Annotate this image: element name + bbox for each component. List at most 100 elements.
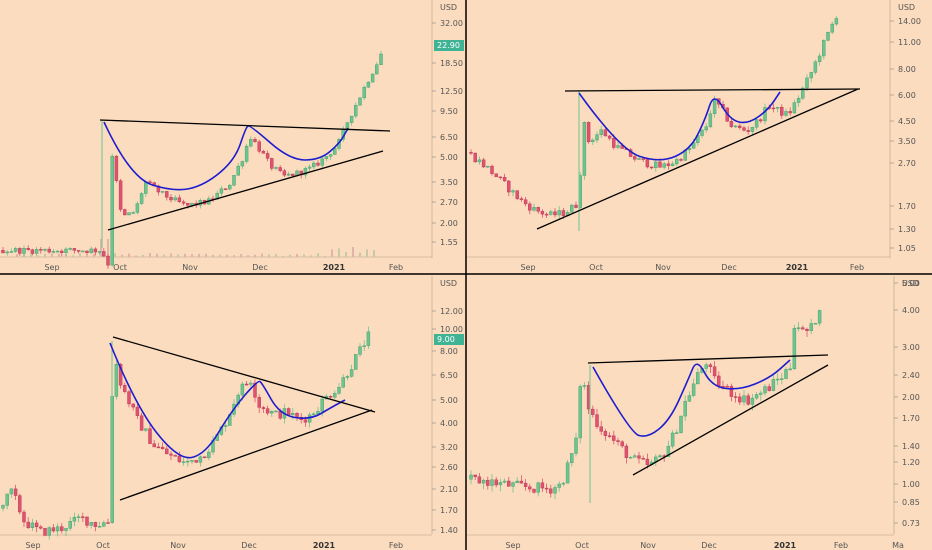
candle-up bbox=[76, 516, 81, 518]
candle-up bbox=[754, 394, 759, 399]
candle-down bbox=[780, 106, 784, 116]
chart-pane-bottom-left[interactable]: USD 12.00 10.00 8.00 6.50 5.00 4.00 3.20 2.60 2.1… bbox=[0, 276, 464, 550]
candle-up bbox=[784, 111, 788, 116]
volume-bar bbox=[359, 252, 361, 257]
chart-pane-top-left[interactable]: USD 32.00 18.50 12.50 9.50 6.50 5.00 3.50 2.70 2.… bbox=[0, 0, 464, 272]
candle-up bbox=[72, 516, 77, 522]
candle-down bbox=[553, 211, 557, 216]
candle-up bbox=[796, 98, 801, 103]
candle-down bbox=[473, 474, 477, 477]
candle-down bbox=[106, 522, 110, 524]
price-tick-label: 18.50 bbox=[440, 59, 463, 68]
candle-down bbox=[165, 448, 169, 455]
candle-down bbox=[30, 249, 35, 254]
candle-up bbox=[700, 129, 704, 136]
candle-up bbox=[270, 411, 274, 414]
candle-up bbox=[341, 377, 345, 388]
candle-down bbox=[286, 408, 291, 416]
support-trendline[interactable] bbox=[119, 409, 373, 501]
cup-and-handle-curve[interactable] bbox=[592, 359, 791, 437]
price-tick-label: 1.70 bbox=[898, 202, 916, 211]
candle-up bbox=[97, 526, 102, 528]
price-tick-label: 1.40 bbox=[902, 442, 920, 451]
support-trendline[interactable] bbox=[107, 150, 384, 231]
price-tick-label: 6.50 bbox=[440, 133, 458, 142]
time-tick-label: 2021 bbox=[786, 263, 809, 272]
cup-and-handle-curve[interactable] bbox=[109, 342, 346, 459]
candle-up bbox=[511, 482, 515, 487]
candle-down bbox=[801, 327, 805, 330]
price-tick-label: 1.00 bbox=[902, 480, 920, 489]
volume-bar bbox=[212, 254, 214, 257]
candle-up bbox=[139, 193, 144, 204]
candle-down bbox=[620, 441, 624, 447]
time-tick-label: 2021 bbox=[323, 263, 346, 272]
candle-down bbox=[253, 139, 257, 142]
candle-up bbox=[570, 453, 574, 464]
candle-up bbox=[186, 460, 190, 463]
candle-up bbox=[43, 248, 47, 251]
candle-up bbox=[582, 385, 587, 387]
candle-down bbox=[60, 250, 64, 253]
candle-down bbox=[261, 407, 266, 409]
support-trendline[interactable] bbox=[632, 364, 829, 476]
price-axis-currency-label: USD bbox=[898, 3, 915, 12]
candle-down bbox=[612, 435, 616, 441]
candle-up bbox=[5, 251, 9, 254]
price-tick-label: 1.70 bbox=[902, 414, 920, 423]
price-tick-label: 1.30 bbox=[898, 225, 916, 234]
candle-up bbox=[30, 522, 35, 528]
time-tick-label: Dec bbox=[252, 263, 267, 272]
candle-up bbox=[817, 55, 822, 62]
candle-up bbox=[557, 210, 561, 216]
candle-up bbox=[582, 122, 587, 176]
price-tick-label: 6.50 bbox=[440, 371, 458, 380]
price-tick-label: 12.00 bbox=[440, 307, 463, 316]
candle-down bbox=[549, 488, 553, 494]
candle-down bbox=[586, 122, 591, 143]
volume-bar bbox=[240, 253, 242, 257]
volume-bar bbox=[135, 255, 137, 257]
time-tick-label: Sep bbox=[44, 263, 59, 272]
chart-pane-top-right[interactable]: USD 14.00 11.00 8.00 6.00 4.50 3.50 2.70 1.70 1.3… bbox=[466, 0, 921, 272]
candle-up bbox=[9, 488, 14, 495]
candle-up bbox=[822, 40, 826, 57]
candle-down bbox=[528, 203, 532, 211]
resistance-trendline[interactable] bbox=[112, 336, 376, 413]
candle-down bbox=[528, 486, 532, 490]
volume-bar bbox=[324, 255, 326, 257]
candle-up bbox=[244, 145, 249, 162]
candle-up bbox=[307, 166, 312, 169]
candle-up bbox=[687, 395, 692, 402]
candle-down bbox=[494, 173, 498, 178]
cup-and-handle-curve[interactable] bbox=[578, 91, 781, 161]
price-tick-label: 4.50 bbox=[898, 117, 916, 126]
candle-down bbox=[139, 415, 144, 431]
candle-down bbox=[118, 364, 123, 386]
support-trendline[interactable] bbox=[536, 88, 859, 230]
candle-up bbox=[633, 455, 637, 458]
price-tick-label: 10.00 bbox=[440, 325, 463, 334]
candle-down bbox=[165, 191, 169, 198]
price-tick-label: 2.70 bbox=[898, 159, 916, 168]
candle-down bbox=[473, 152, 477, 163]
candle-down bbox=[278, 167, 282, 171]
candle-up bbox=[240, 161, 245, 167]
candle-up bbox=[274, 167, 278, 169]
price-tick-label: 2.10 bbox=[440, 485, 458, 494]
cup-and-handle-curve[interactable] bbox=[103, 121, 349, 191]
resistance-trendline[interactable] bbox=[99, 119, 391, 132]
candle-down bbox=[544, 213, 549, 216]
candle-down bbox=[666, 163, 671, 166]
candle-up bbox=[236, 165, 240, 176]
candle-up bbox=[358, 346, 362, 355]
candle-up bbox=[574, 437, 578, 454]
candle-up bbox=[312, 162, 316, 168]
resistance-trendline[interactable] bbox=[587, 354, 829, 364]
resistance-trendline[interactable] bbox=[564, 88, 861, 92]
candle-down bbox=[51, 527, 56, 532]
price-axis-currency-label: USD bbox=[440, 279, 457, 288]
candle-up bbox=[712, 98, 717, 114]
